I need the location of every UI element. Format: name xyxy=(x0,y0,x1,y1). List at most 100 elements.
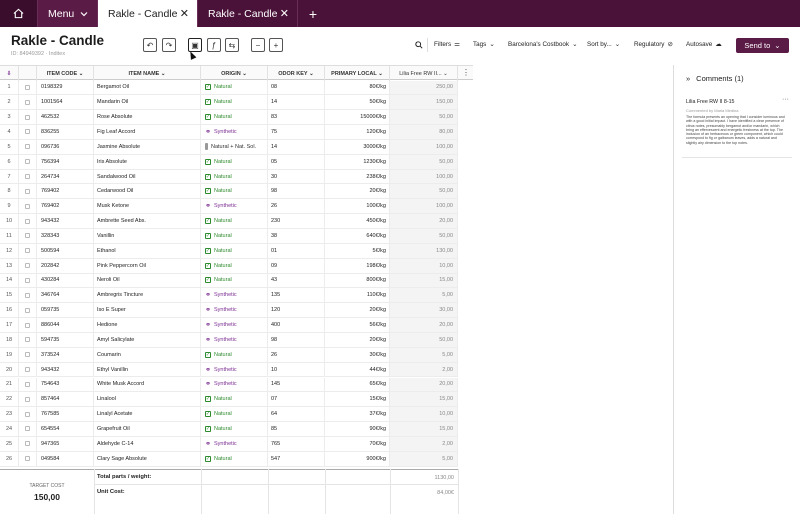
primary-local-cell[interactable]: 100€/kg xyxy=(325,199,390,214)
odor-key-cell[interactable]: 230 xyxy=(268,214,325,228)
lila-value-cell[interactable]: 100,00 xyxy=(390,199,458,214)
item-code-cell[interactable]: 049584 xyxy=(37,451,94,466)
item-name-cell[interactable]: Pink Peppercorn Oil xyxy=(94,258,201,273)
add-tab-button[interactable]: + xyxy=(298,0,328,27)
column-header-name[interactable]: ITEM NAME ⌄ xyxy=(94,66,201,81)
search-button[interactable] xyxy=(415,41,423,49)
item-code-cell[interactable]: 947365 xyxy=(37,436,94,451)
autosave-toggle[interactable]: Autosave ☁ xyxy=(686,41,722,48)
table-row[interactable]: 20 943432 Ethyl Vanillin ⚭ Synthetic 10 44€/kg… xyxy=(0,362,458,378)
lila-value-cell[interactable]: 80,00 xyxy=(390,125,458,139)
odor-key-cell[interactable]: 26 xyxy=(268,199,325,214)
item-name-cell[interactable]: Cedarwood Oil xyxy=(94,184,201,199)
primary-local-cell[interactable]: 20€/kg xyxy=(325,332,390,347)
row-checkbox[interactable] xyxy=(25,114,30,120)
column-header-primary[interactable]: PRIMARY LOCAL ⌄ xyxy=(325,66,390,81)
item-code-cell[interactable]: 346764 xyxy=(37,288,94,303)
adjust-button[interactable]: ⇆ xyxy=(225,38,239,52)
origin-cell[interactable]: ⚭ Synthetic xyxy=(201,332,268,347)
primary-local-cell[interactable]: 44€/kg xyxy=(325,362,390,377)
primary-local-cell[interactable]: 198€/kg xyxy=(325,258,390,273)
select-all-header[interactable] xyxy=(19,66,37,81)
table-row[interactable]: 22 857464 Linalool ✓ Natural 07 15€/kg 15,00 xyxy=(0,392,458,408)
primary-local-cell[interactable]: 238€/kg xyxy=(325,169,390,184)
lila-value-cell[interactable]: 30,00 xyxy=(390,303,458,318)
undo-button[interactable]: ↶ xyxy=(143,38,157,52)
primary-local-cell[interactable]: 900€/kg xyxy=(325,451,390,466)
row-checkbox[interactable] xyxy=(25,84,30,90)
origin-cell[interactable]: ⚭ Synthetic xyxy=(201,318,268,332)
primary-local-cell[interactable]: 5€/kg xyxy=(325,243,390,258)
origin-cell[interactable]: ⚭ Synthetic xyxy=(201,125,268,139)
table-row[interactable]: 26 049584 Clary Sage Absolute ✓ Natural 547 90… xyxy=(0,451,458,467)
row-checkbox[interactable] xyxy=(25,159,30,165)
primary-local-cell[interactable]: 70€/kg xyxy=(325,436,390,451)
odor-key-cell[interactable]: 64 xyxy=(268,407,325,422)
formula-button[interactable]: ƒ xyxy=(207,38,221,52)
origin-cell[interactable]: ✓ Natural xyxy=(201,273,268,288)
lila-value-cell[interactable]: 20,00 xyxy=(390,318,458,332)
table-row[interactable]: 1 0198329 Bergamot Oil ✓ Natural 08 80€/kg 250,… xyxy=(0,80,458,96)
table-row[interactable]: 7 264734 Sandalwood Oil ✓ Natural 30 238€/kg 10… xyxy=(0,169,458,185)
item-name-cell[interactable]: Iso E Super xyxy=(94,303,201,318)
odor-key-cell[interactable]: 120 xyxy=(268,303,325,318)
table-row[interactable]: 6 756394 Iris Absolute ✓ Natural 05 1230€/kg 50… xyxy=(0,154,458,170)
table-row[interactable]: 25 947365 Aldehyde C-14 ⚭ Synthetic 765 70€/kg… xyxy=(0,436,458,452)
item-name-cell[interactable]: Amyl Salicylate xyxy=(94,332,201,347)
more-vertical-icon[interactable]: ⋮ xyxy=(462,68,470,77)
send-to-button[interactable]: Send to ⌄ xyxy=(736,38,789,53)
origin-cell[interactable]: ✓ Natural xyxy=(201,184,268,199)
primary-local-cell[interactable]: 1230€/kg xyxy=(325,154,390,169)
table-row[interactable]: 16 059735 Iso E Super ⚭ Synthetic 120 20€/kg 30… xyxy=(0,303,458,319)
table-row[interactable]: 13 202842 Pink Peppercorn Oil ✓ Natural 09 198… xyxy=(0,258,458,274)
sort-by-select[interactable]: Sort by... ⌄ xyxy=(587,41,620,48)
item-name-cell[interactable]: Ambregris Tincture xyxy=(94,288,201,303)
lila-value-cell[interactable]: 2,00 xyxy=(390,362,458,377)
lila-value-cell[interactable]: 50,00 xyxy=(390,332,458,347)
close-icon[interactable]: ✕ xyxy=(179,8,189,20)
regulatory-button[interactable]: Regulatory ⊘ xyxy=(634,41,673,48)
origin-cell[interactable]: Natural + Nat. Sol. xyxy=(201,139,268,154)
row-checkbox[interactable] xyxy=(25,322,30,328)
odor-key-cell[interactable]: 85 xyxy=(268,422,325,436)
row-checkbox[interactable] xyxy=(25,144,30,150)
row-checkbox[interactable] xyxy=(25,233,30,239)
costbook-select[interactable]: Barcelona's Costbook ⌄ xyxy=(508,41,577,48)
row-checkbox[interactable] xyxy=(25,352,30,358)
origin-cell[interactable]: ⚭ Synthetic xyxy=(201,199,268,214)
lila-value-cell[interactable]: 130,00 xyxy=(390,243,458,258)
table-row[interactable]: 14 430284 Neroli Oil ✓ Natural 43 800€/kg 15,00 xyxy=(0,273,458,289)
primary-local-cell[interactable]: 20€/kg xyxy=(325,184,390,199)
lila-value-cell[interactable]: 5,00 xyxy=(390,288,458,303)
primary-local-cell[interactable]: 80€/kg xyxy=(325,80,390,95)
odor-key-cell[interactable]: 05 xyxy=(268,154,325,169)
item-code-cell[interactable]: 654554 xyxy=(37,422,94,436)
odor-key-cell[interactable]: 10 xyxy=(268,362,325,377)
table-row[interactable]: 15 346764 Ambregris Tincture ⚭ Synthetic 135 1… xyxy=(0,288,458,304)
primary-local-cell[interactable]: 37€/kg xyxy=(325,407,390,422)
row-checkbox[interactable] xyxy=(25,188,30,194)
origin-cell[interactable]: ✓ Natural xyxy=(201,80,268,95)
odor-key-cell[interactable]: 38 xyxy=(268,229,325,243)
item-code-cell[interactable]: 594735 xyxy=(37,332,94,347)
odor-key-cell[interactable]: 08 xyxy=(268,80,325,95)
primary-local-cell[interactable]: 15€/kg xyxy=(325,392,390,407)
tab-rakle-candle-1[interactable]: Rakle - Candle ✕ xyxy=(98,0,198,27)
odor-key-cell[interactable]: 135 xyxy=(268,288,325,303)
item-name-cell[interactable]: Aldehyde C-14 xyxy=(94,436,201,451)
origin-cell[interactable]: ⚭ Synthetic xyxy=(201,362,268,377)
redo-button[interactable]: ↷ xyxy=(162,38,176,52)
row-checkbox[interactable] xyxy=(25,456,30,462)
row-checkbox[interactable] xyxy=(25,426,30,432)
row-checkbox[interactable] xyxy=(25,337,30,343)
odor-key-cell[interactable]: 765 xyxy=(268,436,325,451)
odor-key-cell[interactable]: 09 xyxy=(268,258,325,273)
primary-local-cell[interactable]: 65€/kg xyxy=(325,377,390,392)
table-row[interactable]: 8 769402 Cedarwood Oil ✓ Natural 98 20€/kg 50,0… xyxy=(0,184,458,200)
primary-local-cell[interactable]: 30€/kg xyxy=(325,347,390,362)
lila-value-cell[interactable]: 50,00 xyxy=(390,110,458,125)
row-checkbox[interactable] xyxy=(25,129,30,135)
lila-value-cell[interactable]: 20,00 xyxy=(390,377,458,392)
row-checkbox[interactable] xyxy=(25,292,30,298)
odor-key-cell[interactable]: 83 xyxy=(268,110,325,125)
